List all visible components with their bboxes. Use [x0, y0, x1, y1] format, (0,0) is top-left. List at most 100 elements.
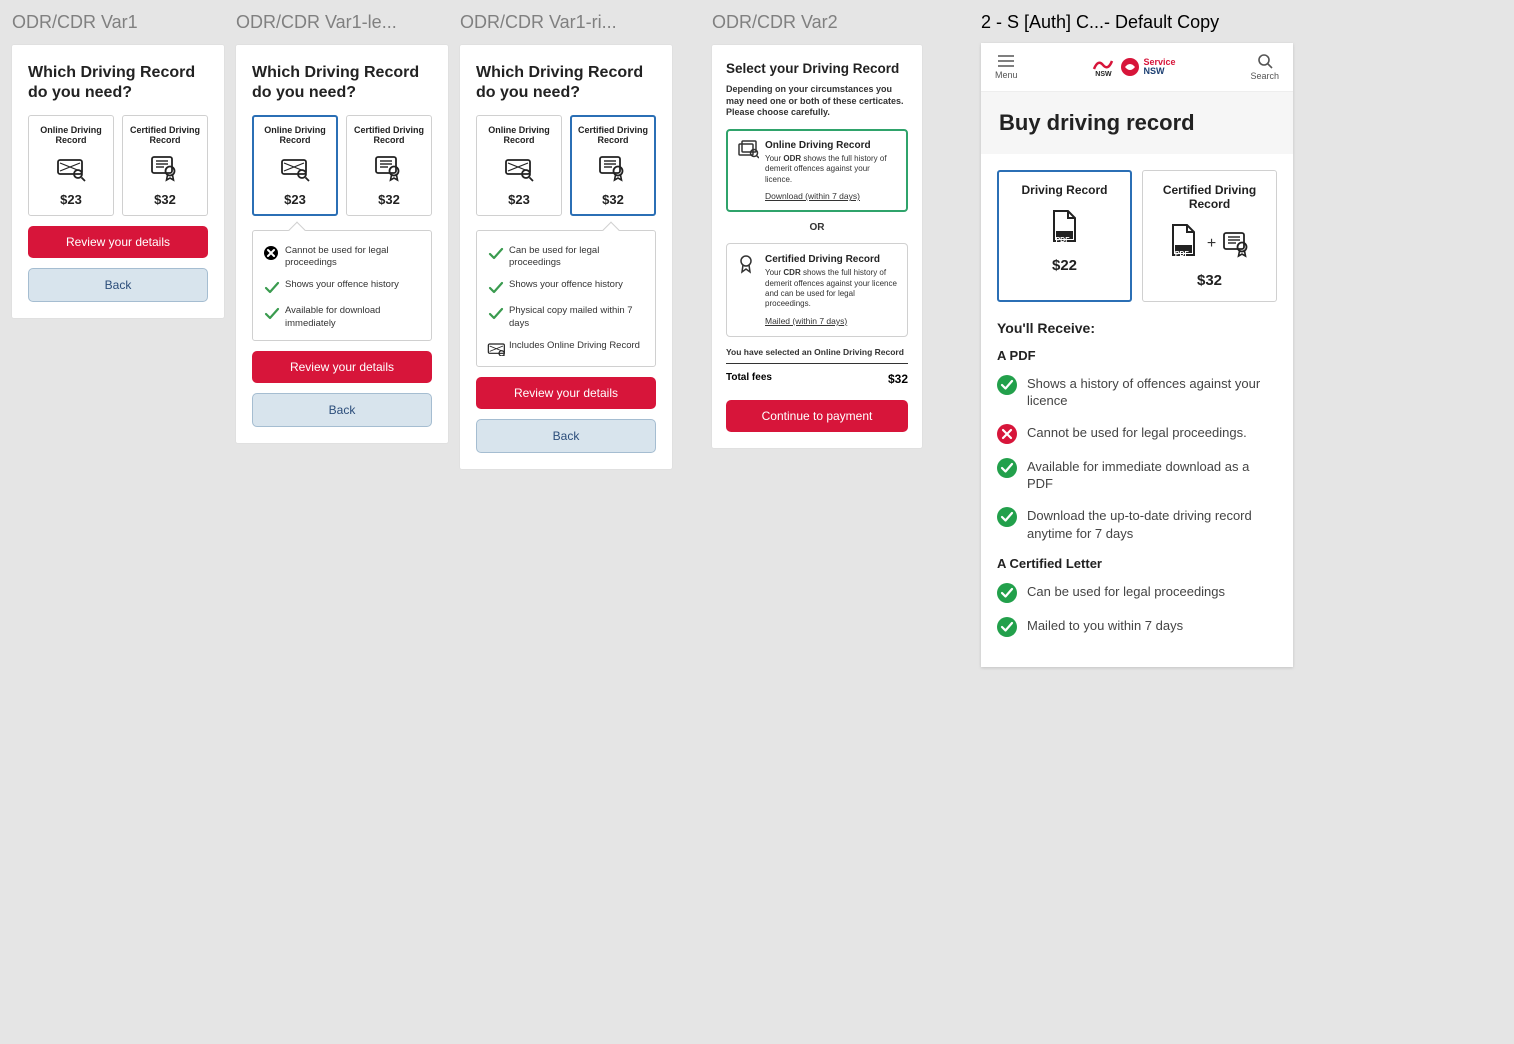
page-header: Buy driving record — [981, 92, 1293, 154]
back-button[interactable]: Back — [252, 393, 432, 427]
var2-cdr-title: Certified Driving Record — [765, 254, 897, 265]
cdr-icon — [1222, 229, 1252, 259]
var2-title: Select your Driving Record — [726, 61, 908, 76]
feature-item: Cannot be used for legal proceedings — [263, 245, 421, 270]
feature-text: Shows a history of offences against your… — [1027, 375, 1277, 410]
frame-var1-left: ODR/CDR Var1-le... Which Driving Record … — [236, 12, 448, 443]
pdf-plus-cert-icons: PDF + — [1151, 222, 1268, 266]
feature-text: Download the up-to-date driving record a… — [1027, 507, 1277, 542]
pdf-feature-list: Shows a history of offences against your… — [997, 375, 1277, 542]
frame-title: ODR/CDR Var1-ri... — [460, 12, 672, 33]
letter-feature-list: Can be used for legal proceedings Mailed … — [997, 583, 1277, 637]
option-odr-label: Online Driving Record — [481, 126, 557, 146]
phone-opt1-price: $22 — [1006, 257, 1123, 274]
plus-icon: + — [1207, 235, 1216, 253]
menu-button[interactable]: Menu — [995, 54, 1018, 80]
selected-note: You have selected an Online Driving Reco… — [726, 347, 908, 357]
var2-odr-title: Online Driving Record — [765, 140, 897, 151]
option-cdr-price: $32 — [154, 192, 176, 207]
option-odr-label: Online Driving Record — [257, 126, 333, 146]
phone-body: Driving Record PDF $22 Certified Driving… — [981, 154, 1293, 667]
phone-opt2-title: Certified Driving Record — [1151, 183, 1268, 212]
feature-item: Can be used for legal proceedings — [487, 245, 645, 270]
feature-item: Cannot be used for legal proceedings. — [997, 424, 1277, 444]
cdr-icon — [597, 154, 629, 182]
page-title: Buy driving record — [999, 110, 1275, 136]
frame-var2: ODR/CDR Var2 Select your Driving Record … — [712, 12, 924, 448]
cert-letter-title: A Certified Letter — [997, 556, 1277, 571]
feature-text: Shows your offence history — [285, 279, 399, 291]
service-nsw-logo: Service NSW — [1120, 57, 1175, 77]
phone-option-certified[interactable]: Certified Driving Record PDF + $32 — [1142, 170, 1277, 302]
card-var1-left: Which Driving Record do you need? Online… — [236, 45, 448, 443]
ribbon-icon — [737, 254, 757, 279]
option-row: Online Driving Record $23 Certified Driv… — [252, 115, 432, 216]
var2-cdr-link[interactable]: Mailed (within 7 days) — [765, 316, 897, 326]
nsw-logo: NSW — [1092, 57, 1114, 78]
option-cdr-label: Certified Driving Record — [127, 126, 203, 146]
pdf-icon: PDF — [1006, 207, 1123, 251]
arrow-indicator — [603, 221, 620, 238]
stack-icon — [737, 140, 757, 165]
option-odr[interactable]: Online Driving Record $23 — [476, 115, 562, 216]
feature-list: Can be used for legal proceedings Shows y… — [487, 245, 645, 356]
option-odr-price: $23 — [508, 192, 530, 207]
option-odr-label: Online Driving Record — [33, 126, 109, 146]
var2-subtitle: Depending on your circumstances you may … — [726, 84, 908, 119]
fee-value: $32 — [888, 372, 908, 386]
var2-odr-link[interactable]: Download (within 7 days) — [765, 191, 897, 201]
frame-title: 2 - S [Auth] C...- Default Copy — [981, 12, 1301, 33]
a-pdf-title: A PDF — [997, 348, 1277, 363]
option-cdr[interactable]: Certified Driving Record $32 — [346, 115, 432, 216]
feature-text: Physical copy mailed within 7 days — [509, 305, 645, 330]
option-odr[interactable]: Online Driving Record $23 — [252, 115, 338, 216]
hamburger-icon — [997, 54, 1015, 68]
question-title: Which Driving Record do you need? — [28, 63, 208, 103]
cross-icon — [997, 424, 1017, 444]
back-button[interactable]: Back — [476, 419, 656, 453]
check-icon — [997, 458, 1017, 478]
frame-title: ODR/CDR Var2 — [712, 12, 924, 33]
feature-text: Mailed to you within 7 days — [1027, 617, 1183, 635]
feature-item: Shows a history of offences against your… — [997, 375, 1277, 410]
option-row: Online Driving Record $23 Certified Driv… — [476, 115, 656, 216]
check-icon — [997, 617, 1017, 637]
search-button[interactable]: Search — [1250, 53, 1279, 81]
odr-icon — [279, 154, 311, 182]
phone-option-driving-record[interactable]: Driving Record PDF $22 — [997, 170, 1132, 302]
continue-button[interactable]: Continue to payment — [726, 400, 908, 432]
frame-title: ODR/CDR Var1-le... — [236, 12, 448, 33]
check-icon — [487, 245, 503, 261]
var2-option-odr[interactable]: Online Driving Record Your ODR shows the… — [726, 129, 908, 212]
phone-opt1-title: Driving Record — [1006, 183, 1123, 197]
review-button[interactable]: Review your details — [252, 351, 432, 383]
youll-receive-title: You'll Receive: — [997, 320, 1277, 336]
feature-item: Mailed to you within 7 days — [997, 617, 1277, 637]
option-odr-price: $23 — [60, 192, 82, 207]
var2-option-cdr[interactable]: Certified Driving Record Your CDR shows … — [726, 243, 908, 337]
phone-opt2-price: $32 — [1151, 272, 1268, 289]
review-button[interactable]: Review your details — [28, 226, 208, 258]
option-cdr-price: $32 — [378, 192, 400, 207]
option-cdr[interactable]: Certified Driving Record $32 — [570, 115, 656, 216]
phone-mock: Menu NSW Service NSW Search — [981, 43, 1293, 667]
check-icon — [997, 583, 1017, 603]
back-button[interactable]: Back — [28, 268, 208, 302]
cdr-icon — [373, 154, 405, 182]
feature-item: Shows your offence history — [487, 279, 645, 295]
feature-text: Can be used for legal proceedings — [1027, 583, 1225, 601]
topbar: Menu NSW Service NSW Search — [981, 43, 1293, 92]
arrow-indicator — [289, 221, 306, 238]
feature-text: Cannot be used for legal proceedings. — [1027, 424, 1247, 442]
check-icon — [263, 279, 279, 295]
option-cdr-label: Certified Driving Record — [575, 126, 651, 146]
option-cdr-label: Certified Driving Record — [351, 126, 427, 146]
feature-item: Can be used for legal proceedings — [997, 583, 1277, 603]
option-odr[interactable]: Online Driving Record $23 — [28, 115, 114, 216]
odr-icon — [55, 154, 87, 182]
question-title: Which Driving Record do you need? — [476, 63, 656, 103]
review-button[interactable]: Review your details — [476, 377, 656, 409]
frame-var1: ODR/CDR Var1 Which Driving Record do you… — [12, 12, 224, 318]
frame-var1-right: ODR/CDR Var1-ri... Which Driving Record … — [460, 12, 672, 469]
option-cdr[interactable]: Certified Driving Record $32 — [122, 115, 208, 216]
